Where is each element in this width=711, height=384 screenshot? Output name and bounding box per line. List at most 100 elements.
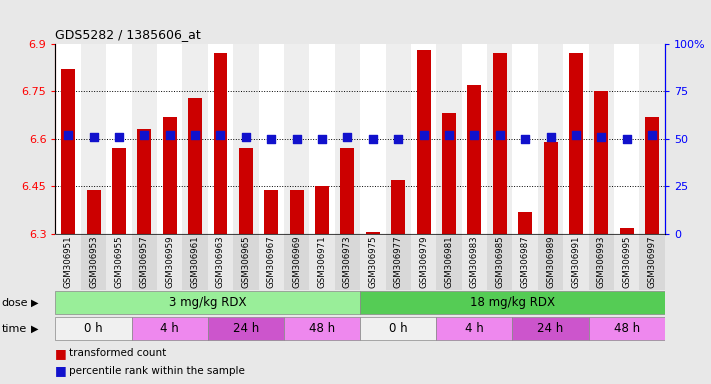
Bar <box>437 317 513 341</box>
Bar <box>563 44 589 234</box>
Text: 0 h: 0 h <box>389 322 407 335</box>
Bar <box>335 44 360 234</box>
Point <box>215 132 226 138</box>
Text: ▶: ▶ <box>31 324 38 334</box>
Text: GSM306985: GSM306985 <box>496 235 504 288</box>
Point <box>291 136 302 142</box>
Bar <box>106 44 132 234</box>
Bar <box>437 44 461 234</box>
Bar <box>360 291 665 314</box>
Text: 3 mg/kg RDX: 3 mg/kg RDX <box>169 296 247 309</box>
Bar <box>132 44 157 234</box>
Bar <box>411 234 437 290</box>
Text: GSM306995: GSM306995 <box>622 235 631 288</box>
Text: percentile rank within the sample: percentile rank within the sample <box>69 366 245 376</box>
Bar <box>563 234 589 290</box>
Text: 18 mg/kg RDX: 18 mg/kg RDX <box>470 296 555 309</box>
Text: time: time <box>1 324 27 334</box>
Text: 4 h: 4 h <box>161 322 179 335</box>
Bar <box>639 44 665 234</box>
Bar <box>188 98 202 234</box>
Bar <box>594 91 609 234</box>
Point <box>164 132 176 138</box>
Bar <box>437 234 461 290</box>
Bar <box>569 53 583 234</box>
Text: 24 h: 24 h <box>232 322 259 335</box>
Bar <box>385 234 411 290</box>
Bar <box>208 44 233 234</box>
Text: GSM306993: GSM306993 <box>597 235 606 288</box>
Bar <box>360 44 385 234</box>
Bar <box>487 44 513 234</box>
Point <box>316 136 328 142</box>
Text: GSM306965: GSM306965 <box>241 235 250 288</box>
Bar <box>461 44 487 234</box>
Point <box>443 132 454 138</box>
Bar <box>589 234 614 290</box>
Bar <box>213 53 228 234</box>
Bar <box>487 234 513 290</box>
Bar <box>461 234 487 290</box>
Bar <box>467 85 481 234</box>
Bar <box>341 148 354 234</box>
Point <box>469 132 480 138</box>
Point <box>494 132 506 138</box>
Bar <box>417 50 431 234</box>
Text: 0 h: 0 h <box>84 322 103 335</box>
Bar <box>538 234 563 290</box>
Bar <box>360 44 385 234</box>
Bar <box>81 234 106 290</box>
Bar <box>639 234 665 290</box>
Bar <box>81 44 106 234</box>
Bar <box>284 234 309 290</box>
Point <box>189 132 201 138</box>
Bar <box>589 44 614 234</box>
Text: ▶: ▶ <box>31 298 38 308</box>
Point <box>113 134 124 140</box>
Bar <box>259 234 284 290</box>
Bar <box>639 44 665 234</box>
Bar <box>233 44 259 234</box>
Text: GSM306989: GSM306989 <box>546 235 555 288</box>
Text: ■: ■ <box>55 364 71 377</box>
Point <box>342 134 353 140</box>
Bar <box>81 44 106 234</box>
Bar <box>259 44 284 234</box>
Bar <box>614 44 639 234</box>
Bar <box>487 44 513 234</box>
Text: GSM306977: GSM306977 <box>394 235 402 288</box>
Bar <box>55 44 81 234</box>
Bar <box>614 234 639 290</box>
Bar <box>335 44 360 234</box>
Text: 48 h: 48 h <box>309 322 335 335</box>
Text: 4 h: 4 h <box>465 322 483 335</box>
Bar <box>518 212 532 234</box>
Bar <box>335 234 360 290</box>
Point <box>570 132 582 138</box>
Bar <box>157 44 183 234</box>
Bar <box>208 317 284 341</box>
Bar <box>493 53 507 234</box>
Bar <box>360 317 437 341</box>
Bar <box>163 117 177 234</box>
Bar <box>360 234 385 290</box>
Bar <box>411 44 437 234</box>
Bar <box>538 44 563 234</box>
Bar <box>513 44 538 234</box>
Text: GSM306991: GSM306991 <box>572 235 580 288</box>
Bar <box>366 232 380 234</box>
Bar <box>284 317 360 341</box>
Bar <box>233 44 259 234</box>
Bar <box>259 44 284 234</box>
Bar <box>284 44 309 234</box>
Point <box>545 134 556 140</box>
Bar <box>513 317 589 341</box>
Bar <box>106 44 132 234</box>
Bar <box>264 190 278 234</box>
Bar <box>411 44 437 234</box>
Text: GSM306967: GSM306967 <box>267 235 276 288</box>
Text: GSM306987: GSM306987 <box>520 235 530 288</box>
Point <box>367 136 378 142</box>
Text: GSM306953: GSM306953 <box>89 235 98 288</box>
Text: GSM306979: GSM306979 <box>419 235 428 288</box>
